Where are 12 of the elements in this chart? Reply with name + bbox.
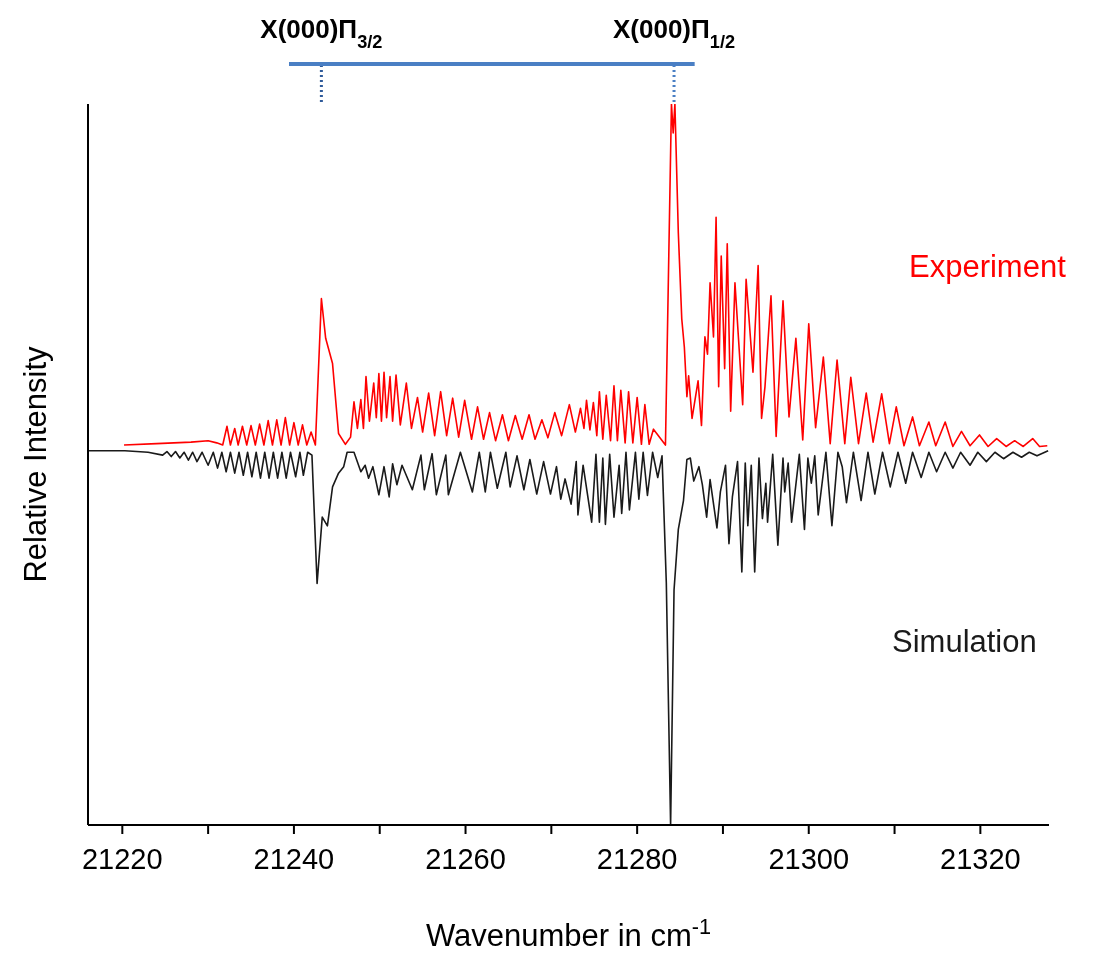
ref-line-label: X(000)Π$_{1/2}$ bbox=[612, 14, 736, 52]
y-axis-title: Relative Intensity bbox=[18, 345, 53, 583]
text: Simulation bbox=[892, 624, 1037, 659]
ref-line-label: X(000)Π$_{3/2}$ bbox=[260, 14, 383, 52]
x-tick-label: 21220 bbox=[81, 842, 163, 875]
x-tick-label: 21300 bbox=[768, 842, 850, 875]
x-tick-label: 21240 bbox=[253, 842, 335, 875]
x-tick-label: 21320 bbox=[940, 842, 1021, 875]
x-tick-label: 21280 bbox=[596, 842, 678, 875]
x-tick-label: 21260 bbox=[425, 842, 506, 875]
x-axis-title: Wavenumber in cm$^{-1}$ bbox=[425, 913, 712, 953]
text: Experiment bbox=[909, 249, 1067, 284]
